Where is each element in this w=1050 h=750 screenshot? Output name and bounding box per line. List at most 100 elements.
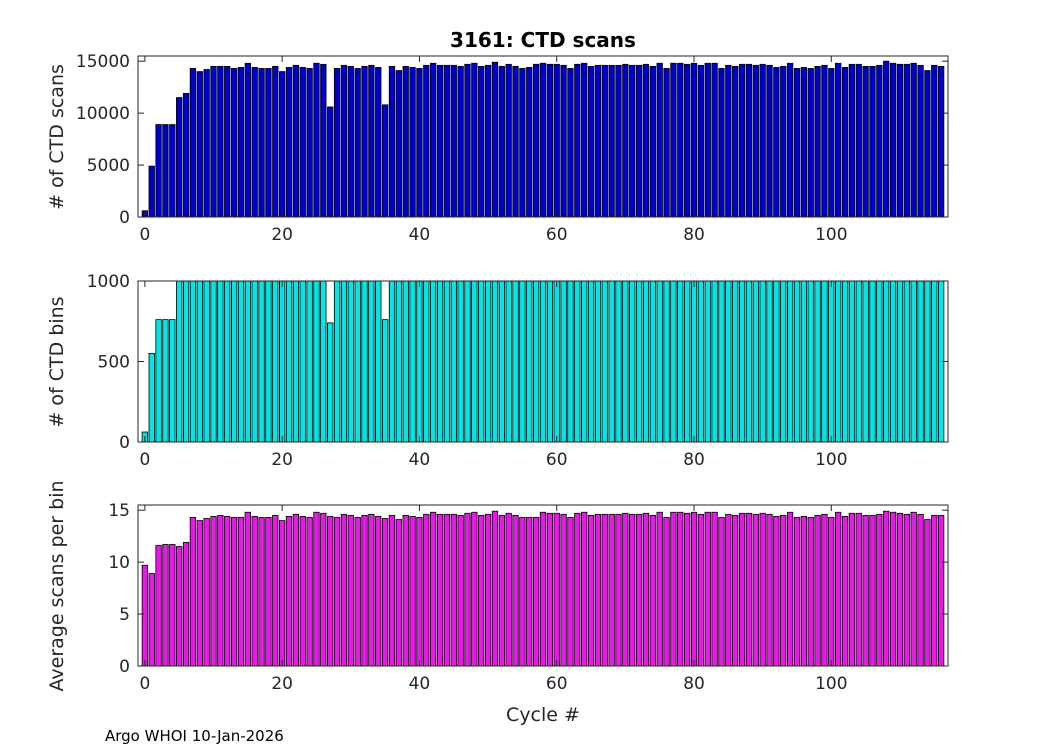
bar-bins-cycle-21 [285,280,293,443]
bar-bins-cycle-31 [354,280,361,443]
bar-scans-cycle-29 [340,64,348,218]
bar-scans-cycle-108 [883,60,890,218]
bar-scans-cycle-109 [889,62,897,218]
bar-bins-cycle-46 [457,280,464,443]
bar-avg-cycle-73 [642,512,650,667]
bar-avg-cycle-48 [471,511,478,667]
bar-avg-cycle-59 [546,512,554,667]
bar-scans-cycle-24 [306,68,313,218]
bar-bins-cycle-34 [375,280,382,443]
bar-bins-cycle-48 [471,280,478,443]
bar-avg-cycle-34 [375,516,382,667]
bar-avg-cycle-1 [148,573,155,667]
bar-scans-cycle-10 [210,65,217,218]
bar-avg-cycle-50 [484,513,492,667]
panel-average-scans-per-bin: 0 20 40 60 80 100 0 5 10 15 Average scans per bin C… [46,480,949,726]
bar-avg-cycle-92 [773,516,780,667]
bar-bins-cycle-63 [574,280,581,443]
bar-scans-cycle-47 [464,63,471,218]
bar-bins-cycle-112 [910,280,917,443]
bar-avg-cycle-91 [766,513,773,667]
bar-avg-cycle-31 [354,517,361,667]
bar-scans-cycle-57 [532,63,540,218]
y-tick-label-avg-5: 5 [119,605,130,625]
bar-avg-cycle-2 [155,545,162,667]
bar-scans-cycle-35 [381,104,389,218]
bar-bins-cycle-10 [210,280,217,443]
bar-avg-cycle-35 [381,518,389,667]
bar-scans-cycle-2 [155,124,162,218]
bar-scans-cycle-97 [807,68,814,218]
bar-avg-cycle-3 [162,544,169,667]
bar-avg-cycle-18 [265,517,272,667]
bar-scans-cycle-53 [505,63,512,218]
bar-bins-cycle-93 [780,280,787,443]
bar-avg-cycle-38 [402,514,409,667]
bar-scans-cycle-17 [258,68,265,218]
bar-scans-cycle-101 [835,62,842,218]
bar-bins-cycle-56 [526,280,533,443]
bar-bins-cycle-67 [601,280,608,443]
bar-scans-cycle-18 [265,68,272,218]
x-tick-label-scans-20: 20 [271,225,293,245]
bar-bins-cycle-37 [395,280,402,443]
bar-bins-cycle-53 [505,280,512,443]
bar-bins-cycle-77 [670,280,677,443]
bar-avg-cycle-42 [430,511,437,667]
bar-avg-cycle-89 [752,513,759,667]
bar-avg-cycle-27 [327,516,334,667]
bar-bins-cycle-109 [889,280,897,443]
bar-avg-cycle-98 [814,514,821,667]
footer-credit: Argo WHOI 10-Jan-2026 [105,727,284,745]
bar-scans-cycle-58 [539,62,547,218]
bar-avg-cycle-30 [347,514,354,667]
bar-scans-cycle-115 [931,64,938,218]
bar-avg-cycle-88 [745,512,753,667]
bar-bins-cycle-100 [828,280,835,443]
x-tick-label-avg-100: 100 [815,674,847,694]
bar-scans-cycle-40 [416,68,423,218]
bar-scans-cycle-90 [759,63,766,218]
bar-scans-cycle-62 [567,68,574,218]
bar-scans-cycle-44 [443,64,451,218]
bar-bins-cycle-71 [629,280,636,443]
bar-bins-cycle-25 [313,280,320,443]
bar-avg-cycle-65 [587,514,595,667]
bar-bins-cycle-28 [333,280,341,443]
bar-bins-cycle-51 [491,280,499,443]
bar-scans-cycle-77 [670,62,677,218]
bar-bins-cycle-95 [793,280,801,443]
bar-bins-cycle-72 [635,280,643,443]
bar-avg-cycle-106 [869,514,876,667]
bar-avg-cycle-93 [780,514,787,667]
bar-avg-cycle-19 [272,514,279,667]
bar-scans-cycle-23 [299,67,306,218]
bar-scans-cycle-54 [512,65,519,218]
bar-avg-cycle-46 [457,514,464,667]
bar-bins-cycle-33 [368,280,375,443]
bar-scans-cycle-85 [725,64,732,218]
bar-bins-cycle-61 [560,280,567,443]
bar-bins-cycle-111 [903,280,910,443]
bar-avg-cycle-40 [416,517,423,667]
y-axis-label-avg: Average scans per bin [46,480,68,691]
bar-avg-cycle-13 [230,517,238,667]
bar-bins-cycle-14 [237,280,245,443]
bar-avg-cycle-104 [855,512,862,667]
x-axis-label-avg: Cycle # [506,704,580,726]
bar-bins-cycle-4 [169,319,176,443]
bar-avg-cycle-74 [649,514,656,667]
bar-avg-cycle-85 [725,513,732,667]
bar-scans-cycle-52 [498,65,505,218]
bar-scans-cycle-69 [615,64,622,218]
bar-scans-cycle-34 [375,67,382,218]
x-tick-label-avg-20: 20 [271,674,293,694]
bar-avg-cycle-8 [196,520,203,667]
bar-bins-cycle-103 [848,280,856,443]
bar-bins-cycle-57 [532,280,540,443]
bar-bins-cycle-85 [725,280,732,443]
bar-scans-cycle-107 [876,64,883,218]
bar-bins-cycle-88 [745,280,753,443]
bar-avg-cycle-20 [279,520,286,667]
